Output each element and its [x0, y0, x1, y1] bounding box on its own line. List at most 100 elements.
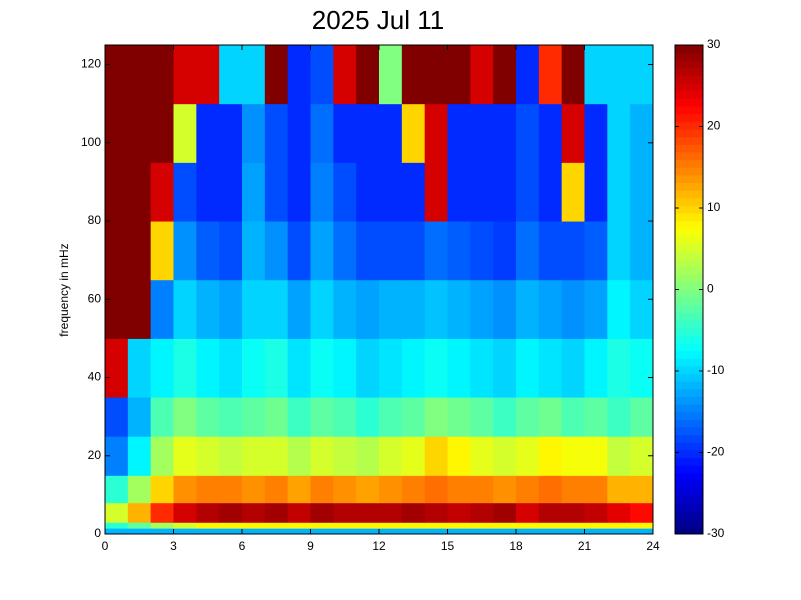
heatmap-cell: [561, 502, 585, 523]
heatmap-cell: [219, 528, 243, 535]
y-tick-label: 40: [88, 370, 102, 384]
colorbar-swatch: [675, 83, 703, 92]
heatmap-cell: [356, 522, 380, 529]
heatmap-cell: [447, 162, 471, 222]
heatmap-cell: [584, 338, 608, 398]
heatmap-cell: [607, 338, 631, 398]
colorbar-swatch: [675, 228, 703, 237]
colorbar-swatch: [675, 159, 703, 168]
heatmap-cell: [379, 162, 403, 222]
heatmap-cell: [105, 502, 129, 523]
heatmap-cell: [401, 338, 426, 398]
heatmap-cell: [607, 279, 631, 339]
x-tick-label: 12: [372, 539, 386, 553]
y-tick-label: 100: [81, 135, 101, 149]
heatmap-cell: [356, 502, 380, 523]
heatmap-cell: [333, 338, 357, 398]
heatmap-cell: [379, 436, 403, 476]
heatmap-cell: [424, 397, 448, 437]
colorbar-swatch: [675, 388, 703, 397]
heatmap-cell: [356, 221, 380, 281]
heatmap-cell: [630, 338, 654, 398]
heatmap-cell: [424, 502, 448, 523]
x-tick-label: 3: [170, 539, 177, 553]
heatmap-cell: [356, 338, 380, 398]
colorbar-swatch: [675, 373, 703, 382]
heatmap-cell: [379, 221, 403, 281]
colorbar-swatch: [675, 365, 703, 375]
heatmap-cell: [287, 221, 311, 281]
heatmap-cell: [516, 162, 540, 222]
heatmap-cell: [333, 522, 357, 529]
heatmap-cell: [538, 397, 563, 437]
heatmap-cell: [310, 103, 334, 163]
heatmap-cell: [561, 522, 585, 529]
x-tick-label: 21: [578, 539, 592, 553]
heatmap-cell: [379, 522, 403, 529]
heatmap-cell: [173, 45, 197, 105]
heatmap-cell: [150, 502, 174, 523]
colorbar-swatch: [675, 449, 703, 459]
heatmap-cell: [105, 522, 129, 529]
heatmap-cell: [264, 528, 289, 535]
heatmap-cell: [310, 502, 334, 523]
heatmap-cell: [516, 502, 540, 523]
heatmap-cell: [242, 103, 266, 163]
heatmap-cell: [401, 103, 426, 163]
heatmap-cell: [287, 45, 311, 105]
heatmap-cell: [356, 528, 380, 535]
heatmap-cell: [219, 45, 243, 105]
heatmap-cell: [401, 45, 426, 105]
colorbar-swatch: [675, 358, 703, 367]
heatmap-cell: [333, 221, 357, 281]
heatmap-cell: [584, 45, 608, 105]
colorbar-swatch: [675, 396, 703, 405]
colorbar-tick-label: 10: [707, 200, 721, 214]
heatmap-cell: [264, 475, 289, 504]
heatmap-cell: [447, 221, 471, 281]
heatmap-cell: [127, 338, 152, 398]
colorbar-swatch: [675, 281, 703, 290]
heatmap-cell: [242, 522, 266, 529]
heatmap-cell: [219, 502, 243, 523]
heatmap-cell: [356, 475, 380, 504]
colorbar-swatch: [675, 312, 703, 321]
colorbar-swatch: [675, 60, 703, 69]
heatmap-cell: [242, 528, 266, 535]
colorbar-swatch: [675, 106, 703, 115]
heatmap-cell: [287, 162, 311, 222]
heatmap-cell: [127, 221, 152, 281]
heatmap-cell: [173, 436, 197, 476]
heatmap-cell: [584, 103, 608, 163]
heatmap-cell: [447, 103, 471, 163]
colorbar-swatch: [675, 526, 703, 535]
heatmap-cell: [424, 436, 448, 476]
heatmap-cell: [538, 528, 563, 535]
colorbar-swatch: [675, 327, 703, 336]
heatmap-cell: [310, 436, 334, 476]
heatmap-cell: [516, 338, 540, 398]
heatmap-cell: [516, 103, 540, 163]
heatmap-cell: [584, 221, 608, 281]
heatmap-cell: [584, 522, 608, 529]
heatmap-cell: [584, 528, 608, 535]
heatmap-cell: [242, 475, 266, 504]
heatmap-cell: [470, 397, 494, 437]
heatmap-cell: [356, 45, 380, 105]
heatmap-cell: [310, 45, 334, 105]
heatmap-cell: [584, 162, 608, 222]
heatmap-cell: [584, 475, 608, 504]
heatmap-cell: [150, 475, 174, 504]
heatmap-cell: [127, 279, 152, 339]
heatmap-cell: [493, 522, 517, 529]
heatmap-cell: [150, 103, 174, 163]
heatmap-cell: [401, 397, 426, 437]
heatmap-cell: [447, 528, 471, 535]
heatmap-cell: [242, 162, 266, 222]
heatmap-cell: [493, 397, 517, 437]
heatmap-cell: [310, 397, 334, 437]
heatmap-cell: [561, 475, 585, 504]
heatmap-cell: [310, 528, 334, 535]
heatmap-cell: [447, 338, 471, 398]
heatmap-cell: [105, 45, 129, 105]
